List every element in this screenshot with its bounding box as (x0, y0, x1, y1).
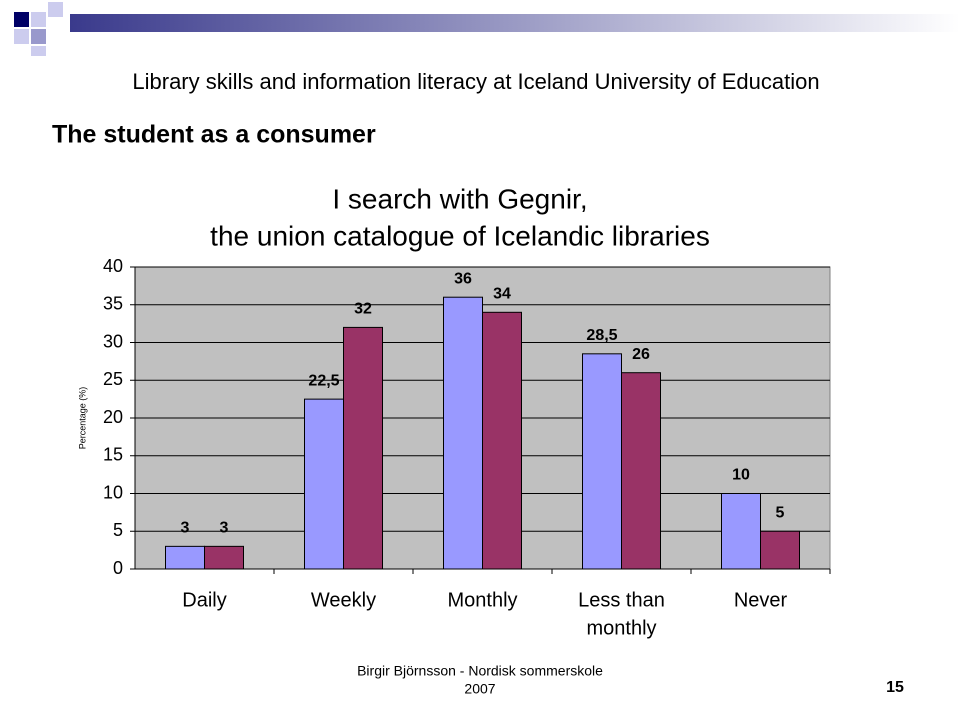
y-tick-label: 0 (113, 558, 123, 578)
bar (165, 545, 205, 570)
page-number: 15 (886, 679, 904, 696)
y-tick-label: 35 (103, 294, 123, 314)
x-tick-label: monthly (586, 617, 656, 639)
bar (721, 493, 761, 570)
x-tick-label: Never (734, 589, 788, 611)
y-tick-label: 25 (103, 369, 123, 389)
slide-title: The student as a consumer (52, 121, 376, 149)
value-label: 28,5 (586, 327, 617, 344)
y-tick-label: 15 (103, 445, 123, 465)
y-tick-label: 5 (113, 520, 123, 540)
bar (621, 372, 661, 570)
bar (582, 353, 622, 570)
x-tick-label: Monthly (447, 589, 517, 611)
value-label: 26 (632, 346, 650, 363)
subtitle: Library skills and information literacy … (132, 69, 819, 94)
chart-title: I search with Gegnir, (332, 183, 587, 214)
y-tick-label: 30 (103, 331, 123, 351)
value-label: 10 (732, 467, 750, 484)
y-tick-label: 20 (103, 407, 123, 427)
chart-title: the union catalogue of Icelandic librari… (210, 220, 710, 251)
bar (760, 530, 800, 570)
x-tick-label: Less than (578, 589, 665, 611)
value-label: 3 (181, 520, 190, 537)
bar (343, 326, 383, 570)
bar (443, 296, 483, 570)
value-label: 3 (220, 520, 229, 537)
footer: Birgir Björnsson - Nordisk sommerskole (357, 663, 603, 679)
value-label: 22,5 (308, 372, 339, 389)
y-axis-label: Percentage (%) (77, 387, 87, 450)
bar (304, 398, 344, 570)
value-label: 32 (354, 301, 372, 318)
decoration (14, 2, 960, 56)
footer: 2007 (464, 681, 495, 697)
y-tick-label: 10 (103, 482, 123, 502)
value-label: 34 (493, 286, 511, 303)
x-tick-label: Daily (182, 589, 226, 611)
bar (204, 545, 244, 570)
value-label: 36 (454, 270, 472, 287)
x-tick-label: Weekly (311, 589, 376, 611)
y-tick-label: 40 (103, 256, 123, 276)
bar (482, 311, 522, 570)
value-label: 5 (776, 504, 785, 521)
